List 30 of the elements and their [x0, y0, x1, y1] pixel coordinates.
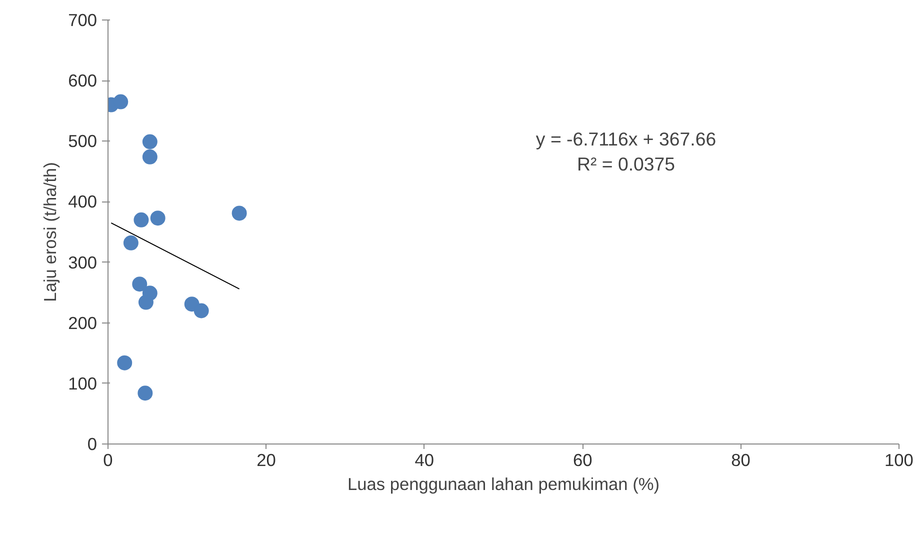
- x-tick-label: 80: [731, 450, 750, 470]
- x-tick-label: 100: [884, 450, 914, 470]
- point: [142, 134, 158, 150]
- y-tick-label: 600: [68, 70, 98, 91]
- y-tick-label: 0: [87, 434, 98, 454]
- y-tick-label: 300: [68, 252, 98, 272]
- y-tick-label: 100: [68, 373, 98, 394]
- point: [134, 212, 149, 228]
- x-tick-label: 20: [256, 450, 276, 470]
- y-tick-label: 700: [68, 10, 98, 30]
- point: [194, 303, 209, 318]
- x-tick-label: 40: [414, 450, 434, 470]
- point: [132, 276, 148, 292]
- annotation: y = -6.7116x + 367.66: [536, 128, 716, 150]
- y-tick-label: 400: [68, 192, 98, 212]
- x-tick-label: 60: [572, 450, 592, 470]
- point: [123, 235, 138, 250]
- annotation: R² = 0.0375: [576, 154, 676, 174]
- point: [117, 355, 132, 370]
- x-axis-title: Luas penggunaan lahan pemukiman (%): [347, 474, 660, 494]
- point: [142, 149, 158, 164]
- y-axis-title: Laju erosi (t/ha/th): [40, 162, 60, 302]
- point: [138, 386, 153, 401]
- point: [113, 94, 128, 110]
- x-tick-label: 0: [103, 450, 113, 470]
- y-tick-label: 200: [68, 312, 98, 333]
- point: [232, 206, 247, 221]
- point: [150, 210, 166, 226]
- y-tick-label: 500: [68, 131, 98, 152]
- point: [138, 294, 154, 310]
